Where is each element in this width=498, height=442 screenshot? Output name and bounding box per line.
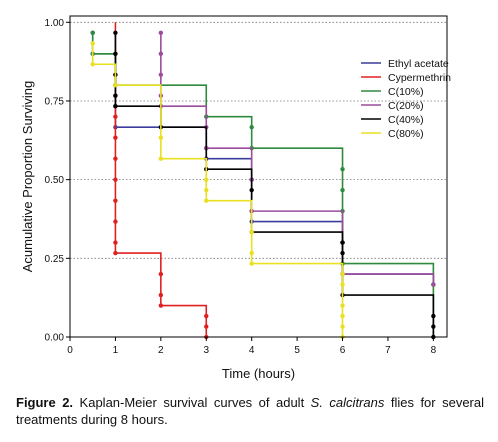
x-tick-label-2: 2 [158, 345, 164, 356]
series-1-point-13 [158, 303, 164, 308]
series-line-5 [91, 43, 344, 337]
series-1-point-3 [113, 114, 118, 119]
series-1-point-8 [113, 219, 118, 224]
series-4-point-9 [340, 240, 345, 245]
x-tick-label-4: 4 [249, 345, 255, 356]
series-3-point-2 [158, 72, 164, 77]
legend-label-3: C(20%) [388, 100, 424, 112]
plot-frame [69, 15, 448, 338]
series-1-point-7 [113, 198, 118, 203]
y-tick-label-0: 0.00 [45, 333, 65, 344]
caption-text-before: Kaplan-Meier survival curves of adult [73, 395, 311, 410]
series-5-point-14 [340, 313, 345, 319]
series-line-4 [114, 32, 435, 337]
legend-label-1: Cypermethrin [388, 72, 451, 84]
y-tick-label-2: 0.50 [45, 175, 65, 186]
figure-caption: Figure 2. Kaplan-Meier survival curves o… [16, 394, 484, 428]
x-tick-label-1: 1 [113, 345, 119, 356]
series-5-point-9 [249, 250, 254, 256]
series-4-point-4 [113, 104, 118, 109]
series-3-point-0 [158, 30, 164, 35]
series-4-point-13 [431, 324, 436, 329]
series-1-point-12 [158, 292, 164, 298]
series-1-point-5 [113, 156, 118, 161]
series-2 [90, 30, 436, 340]
series-4-point-7 [249, 187, 254, 193]
series-line-1 [114, 22, 208, 337]
legend-label-2: C(10%) [388, 86, 424, 98]
survival-chart: 0 1 2 3 4 5 6 7 8 0.00 0.25 0.50 0.75 1.00 Time (hour… [20, 15, 451, 381]
legend-label-5: C(80%) [388, 128, 424, 140]
x-tick-label-8: 8 [431, 345, 437, 356]
series-5-point-10 [249, 261, 254, 266]
x-tick-label-5: 5 [294, 345, 300, 356]
y-tick-label-3: 0.75 [45, 96, 65, 107]
x-axis-label: Time (hours) [222, 366, 295, 381]
series-1-point-6 [113, 177, 118, 182]
x-tick-label-3: 3 [203, 345, 209, 356]
series-1-point-11 [158, 271, 164, 277]
series-5-point-12 [340, 282, 345, 287]
axis-ticks: 0 1 2 3 4 5 6 7 8 0.00 0.25 0.50 0.75 1.00 [45, 18, 437, 356]
series-3-point-1 [158, 51, 164, 56]
series-1-point-10 [113, 250, 118, 256]
series-4-point-3 [113, 93, 118, 98]
series-4-point-1 [113, 51, 118, 56]
y-tick-label-4: 1.00 [45, 18, 65, 29]
series-1-point-9 [113, 240, 118, 245]
series-1-point-14 [204, 313, 209, 319]
series-1-point-4 [113, 135, 118, 140]
series-5-point-11 [340, 271, 345, 277]
series-2-point-4 [249, 124, 254, 130]
series-4-point-10 [340, 250, 345, 256]
caption-label: Figure 2. [16, 395, 74, 410]
x-tick-label-7: 7 [385, 345, 391, 356]
series-5-point-4 [158, 156, 164, 161]
x-tick-label-6: 6 [340, 345, 346, 356]
series-5-point-6 [204, 187, 209, 193]
series-2-point-0 [90, 30, 95, 35]
series-line-2 [91, 32, 435, 337]
caption-species: S. calcitrans [310, 395, 385, 410]
y-axis-label: Acumulative Proportion Surviving [20, 81, 35, 272]
series-layer [90, 22, 436, 340]
caption-text-after: flies for several treatments during 8 ho… [16, 395, 485, 427]
series-1-point-15 [204, 324, 209, 329]
legend: Ethyl acetate Cypermethrin C(10%) C(20%) C(4… [361, 58, 451, 140]
series-4-point-0 [113, 30, 118, 35]
y-tick-label-1: 0.25 [45, 254, 65, 265]
series-5-point-1 [90, 62, 95, 67]
series-5-point-0 [90, 41, 95, 46]
series-5-point-2 [113, 83, 118, 88]
series-5-point-7 [204, 198, 209, 203]
series-5-point-3 [158, 135, 164, 140]
series-5-point-15 [340, 324, 345, 329]
series-3-point-11 [431, 282, 436, 287]
legend-label-4: C(40%) [388, 114, 424, 126]
series-5-point-8 [249, 229, 254, 235]
series-5-point-5 [204, 177, 209, 182]
series-4-point-12 [431, 313, 436, 319]
series-5 [90, 41, 345, 340]
series-5-point-13 [340, 303, 345, 308]
series-2-point-6 [340, 166, 345, 172]
series-0 [90, 30, 436, 287]
series-line-0 [91, 32, 435, 285]
series-2-point-7 [340, 187, 345, 193]
x-tick-label-0: 0 [67, 345, 73, 356]
legend-label-0: Ethyl acetate [388, 58, 449, 70]
